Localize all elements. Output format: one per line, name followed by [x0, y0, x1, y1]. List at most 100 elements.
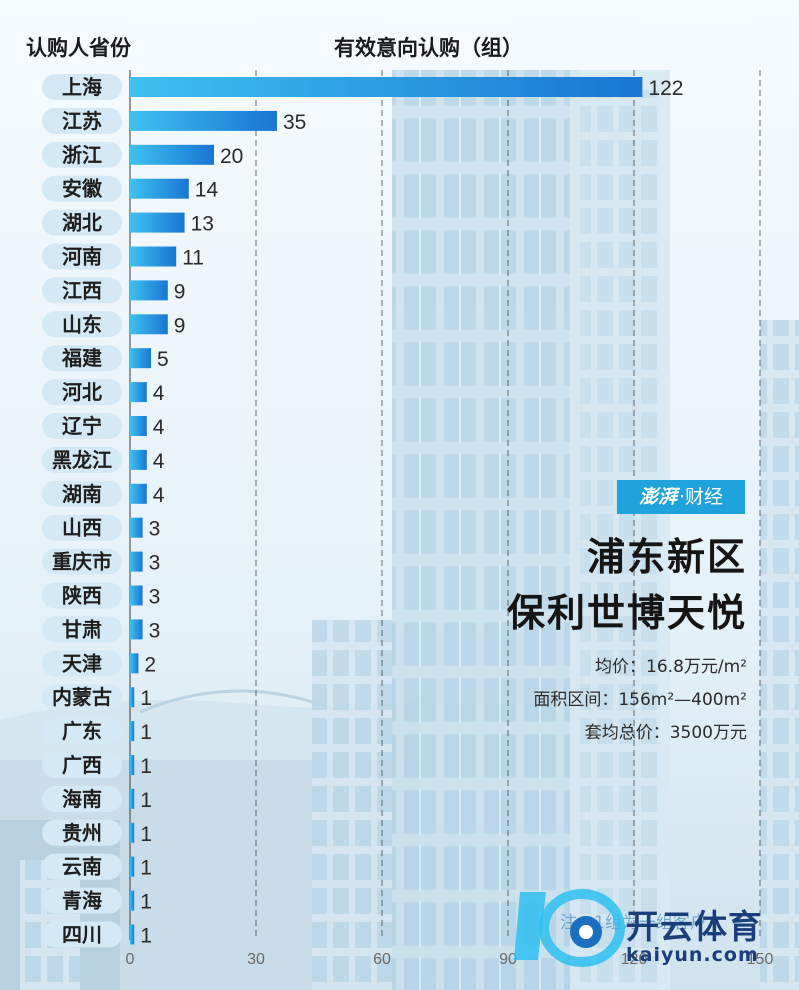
info-total: 套均总价：3500万元	[584, 723, 747, 743]
data-label: 4	[153, 484, 165, 507]
category-label: 福建	[61, 346, 102, 370]
category-pill	[42, 514, 122, 541]
data-label: 1	[140, 721, 152, 744]
category-label: 四川	[62, 923, 102, 947]
category-pill	[42, 413, 122, 439]
data-label: 1	[140, 925, 152, 948]
category-pill	[42, 107, 122, 134]
data-label: 1	[140, 823, 152, 846]
data-label: 1	[140, 891, 152, 914]
data-label: 4	[153, 382, 165, 405]
bar	[130, 721, 135, 742]
category-pill	[42, 379, 122, 406]
bar	[130, 110, 277, 131]
data-label: 3	[149, 619, 161, 642]
bar	[130, 822, 135, 843]
project-name: 保利世博天悦	[506, 591, 747, 635]
brand-logo: 澎湃	[638, 486, 677, 508]
category-label: 青海	[62, 889, 102, 913]
category-pill	[42, 311, 122, 338]
category-pill	[42, 345, 122, 372]
category-label: 湖南	[62, 482, 102, 506]
bar	[130, 348, 151, 369]
x-axis-title: 有效意向认购（组）	[334, 36, 523, 60]
data-label: 11	[182, 247, 204, 270]
category-pill	[42, 175, 122, 202]
data-label: 1	[140, 687, 152, 710]
category-pill	[42, 582, 122, 609]
category-pill	[42, 718, 122, 745]
bar	[130, 314, 168, 335]
bar	[130, 449, 147, 470]
y-axis-title: 认购人省份	[26, 36, 131, 60]
category-pill	[42, 921, 122, 948]
category-label: 内蒙古	[52, 685, 112, 709]
watermark-logo-icon	[514, 889, 625, 967]
data-label: 35	[283, 111, 306, 134]
category-pill	[42, 548, 122, 575]
watermark-url: kaiyun.com	[626, 944, 759, 966]
brand-name: 财经	[685, 486, 724, 508]
category-label: 辽宁	[62, 414, 102, 438]
bar	[130, 551, 143, 572]
bar	[130, 890, 135, 911]
category-pill	[42, 650, 122, 677]
category-pill	[42, 480, 122, 507]
bar	[130, 924, 135, 945]
category-pill	[42, 74, 122, 100]
category-label: 天津	[62, 651, 102, 675]
x-tick-label: 30	[247, 951, 265, 968]
category-label: 陕西	[62, 584, 102, 608]
category-pill	[42, 684, 122, 711]
category-label: 广东	[62, 719, 102, 743]
data-label: 13	[191, 213, 214, 236]
bar	[130, 856, 135, 877]
bar	[130, 653, 139, 674]
category-pill	[42, 752, 122, 778]
data-label: 1	[140, 755, 152, 778]
category-label: 云南	[62, 855, 102, 879]
category-pill	[42, 209, 122, 236]
bar	[130, 687, 135, 708]
category-label: 浙江	[62, 143, 102, 167]
bar	[130, 77, 643, 97]
bar	[130, 755, 135, 775]
data-label: 3	[149, 552, 161, 575]
project-district: 浦东新区	[586, 535, 747, 579]
data-label: 3	[149, 586, 161, 609]
data-label: 1	[140, 857, 152, 880]
x-tick-label: 60	[373, 951, 391, 968]
category-label: 山西	[62, 516, 102, 540]
data-label: 3	[149, 518, 161, 541]
info-area: 面积区间：156m²—400m²	[533, 690, 747, 710]
bar	[130, 212, 185, 233]
bar	[130, 517, 143, 538]
bar	[130, 483, 147, 504]
data-label: 122	[648, 77, 683, 100]
x-tick-label: 0	[126, 951, 135, 968]
data-label: 5	[157, 348, 169, 371]
watermark-name: 开云体育	[626, 907, 762, 946]
bar	[130, 619, 143, 640]
x-tick-label: 150	[747, 951, 774, 968]
category-label: 上海	[62, 75, 102, 99]
category-label: 海南	[62, 787, 102, 811]
brand-dot: ·	[678, 486, 686, 508]
category-pill	[42, 853, 122, 880]
category-label: 河北	[62, 380, 102, 404]
info-price: 均价：16.8万元/m²	[595, 657, 747, 677]
data-label: 2	[144, 653, 156, 676]
category-pill	[42, 277, 122, 304]
x-tick-label: 120	[621, 951, 648, 968]
bar	[130, 144, 214, 165]
bar	[130, 416, 147, 436]
category-label: 贵州	[62, 821, 102, 845]
x-tick-label: 90	[499, 951, 517, 968]
brand-badge: 澎湃 ·财经	[617, 480, 745, 514]
category-label: 广西	[62, 753, 102, 777]
category-pill	[42, 446, 122, 473]
data-label: 4	[153, 450, 165, 473]
category-label: 安徽	[62, 177, 103, 201]
data-label: 4	[153, 416, 165, 439]
